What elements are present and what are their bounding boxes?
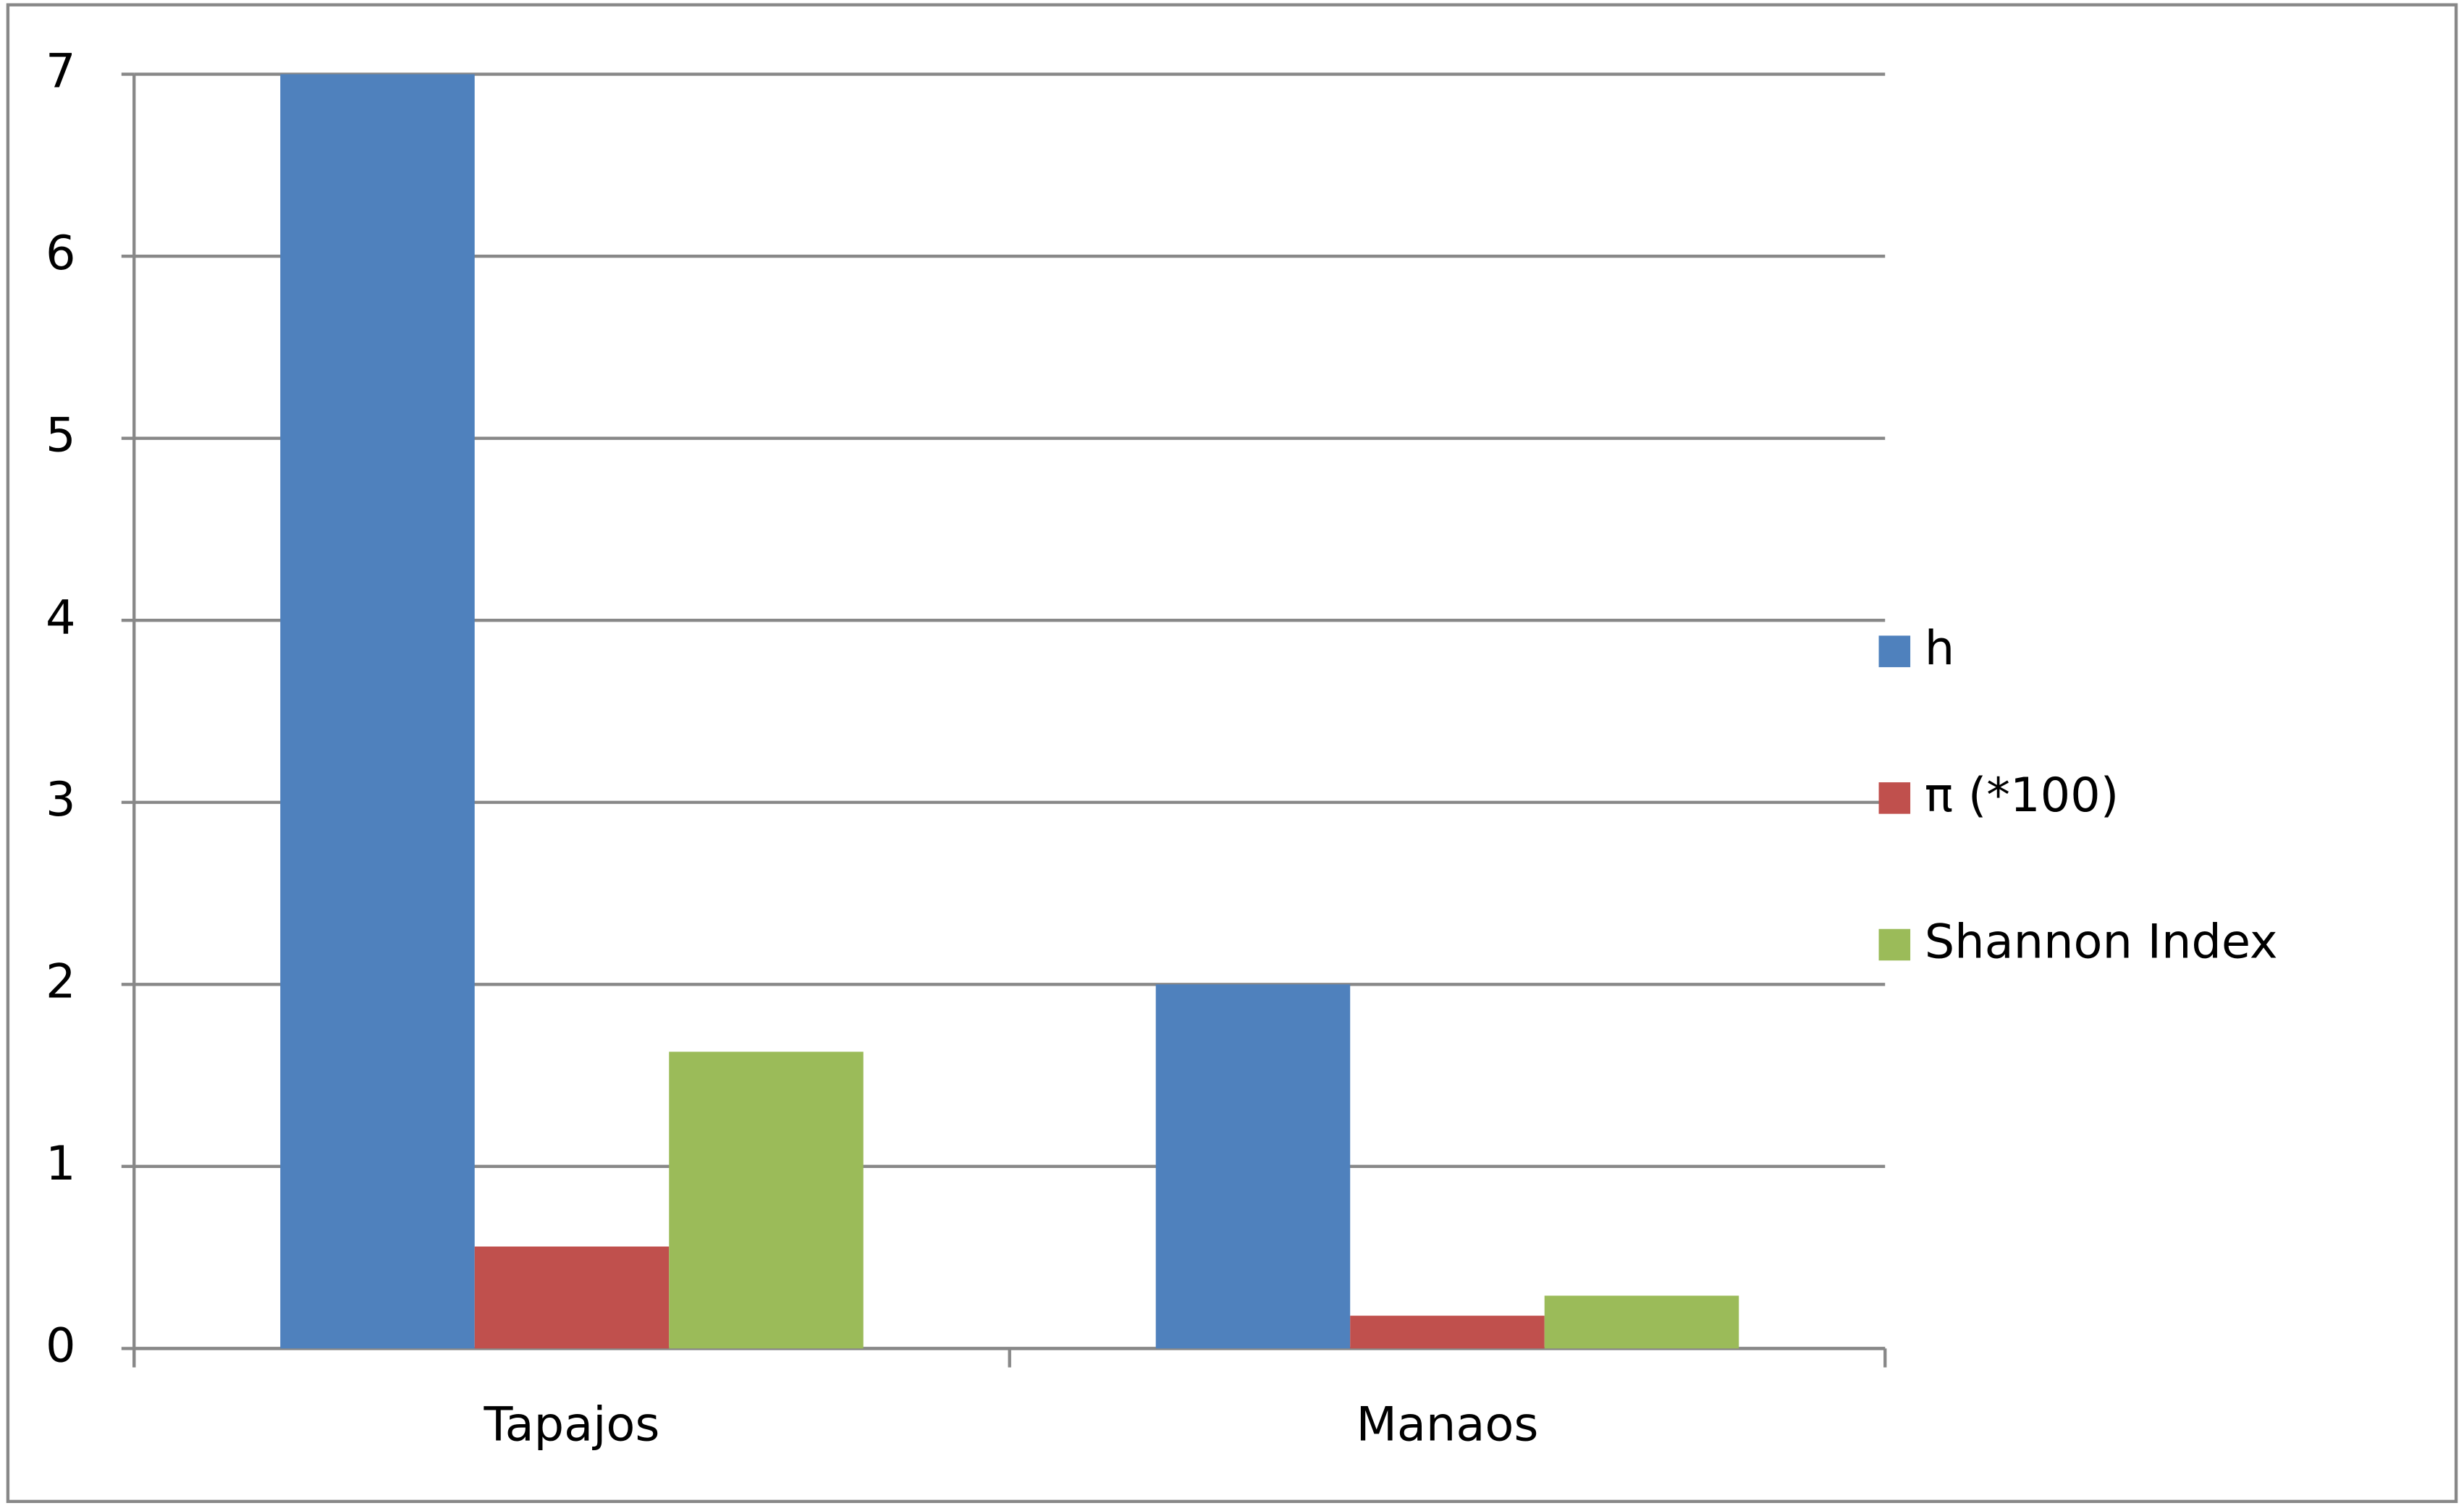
bar (669, 1051, 864, 1349)
y-tick-label: 6 (46, 226, 76, 281)
legend-swatch (1878, 928, 1911, 961)
y-tick-label: 0 (46, 1318, 76, 1373)
bar (1350, 1316, 1545, 1349)
y-tick-label: 5 (46, 408, 76, 463)
legend-label: h (1925, 621, 1954, 676)
x-tick-label: Tapajos (484, 1397, 660, 1452)
y-tick-label: 1 (46, 1136, 76, 1191)
y-tick-label: 7 (46, 44, 76, 99)
legend-label: π (*100) (1925, 768, 2119, 823)
bar (1155, 984, 1351, 1349)
bar (474, 1246, 670, 1349)
legend-swatch (1878, 782, 1911, 814)
y-tick-label: 4 (46, 590, 76, 645)
y-tick-label: 3 (46, 772, 76, 827)
legend-swatch (1878, 635, 1911, 667)
y-tick-label: 2 (46, 954, 76, 1009)
legend-label: Shannon Index (1925, 915, 2278, 970)
x-tick-label: Manaos (1356, 1397, 1538, 1452)
bar (1544, 1295, 1739, 1349)
bar (280, 74, 475, 1349)
